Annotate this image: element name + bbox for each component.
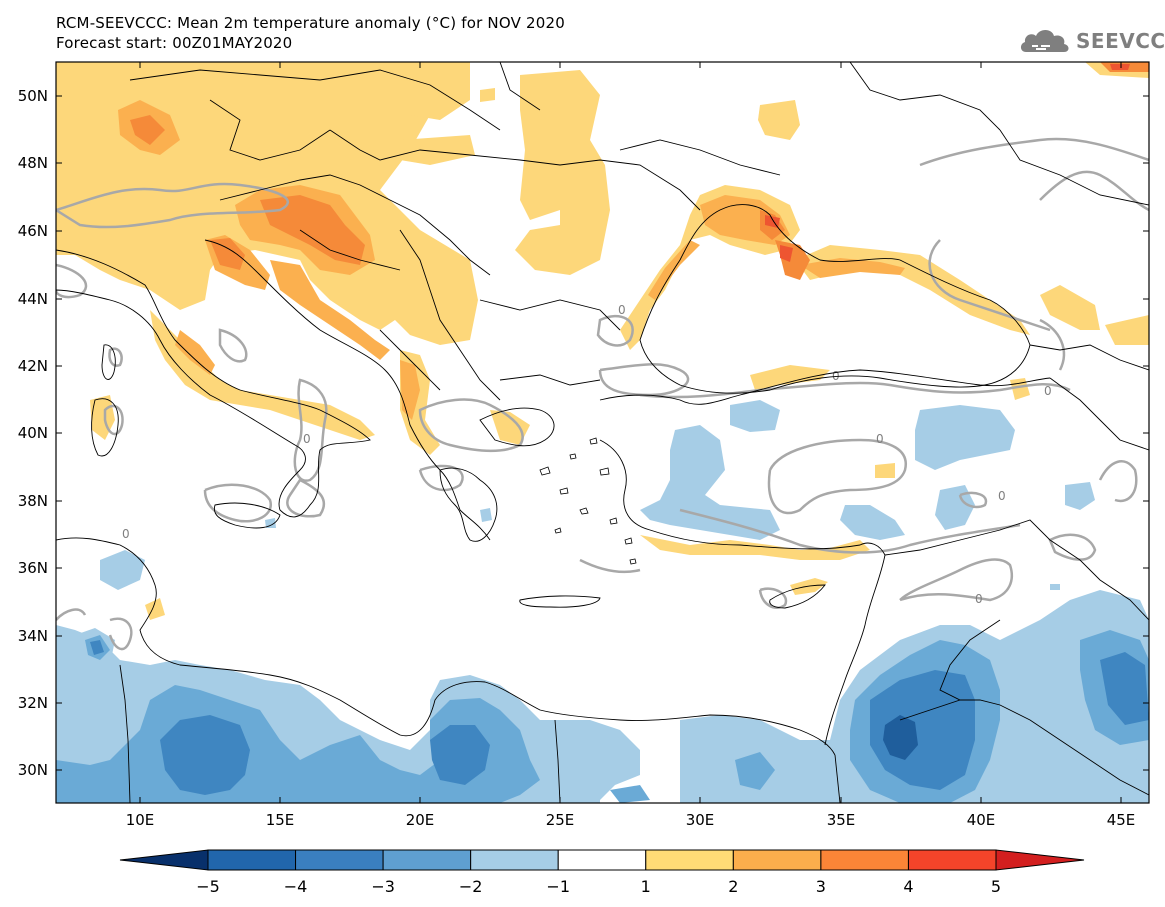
contour-label: 0 [122, 527, 130, 541]
lat-tick-label: 46N [18, 222, 48, 240]
lat-tick-label: 34N [18, 627, 48, 645]
colorbar-label: 1 [641, 877, 651, 896]
colorbar-box [645, 849, 734, 871]
lon-tick-label: 10E [126, 811, 155, 829]
colorbar-label: 4 [903, 877, 913, 896]
colorbar-label: 3 [816, 877, 826, 896]
logo-text: SEEVCCC [1076, 29, 1165, 53]
colorbar-label: 5 [991, 877, 1001, 896]
lon-tick-label: 15E [266, 811, 295, 829]
map-title: RCM-SEEVCCC: Mean 2m temperature anomaly… [56, 14, 565, 32]
lon-tick-label: 40E [967, 811, 996, 829]
lat-tick-label: 32N [18, 694, 48, 712]
lon-tick-label: 20E [406, 811, 435, 829]
colorbar-label: −3 [371, 877, 395, 896]
lon-tick-label: 25E [546, 811, 575, 829]
lat-tick-label: 40N [18, 424, 48, 442]
lon-tick-label: 30E [686, 811, 715, 829]
colorbar-box [382, 849, 472, 871]
aegean-islands [539, 437, 637, 565]
lat-tick-label: 38N [18, 492, 48, 510]
contour-label: 0 [975, 592, 983, 606]
longitude-axis: 10E 15E 20E 25E 30E 35E 40E 45E [126, 62, 1136, 829]
lat-tick-label: 30N [18, 761, 48, 779]
colorbar-box [820, 849, 909, 871]
contour-label: 0 [1044, 384, 1052, 398]
colorbar-box [207, 849, 297, 871]
colorbar-box [295, 849, 384, 871]
contour-label: 0 [303, 432, 311, 446]
lat-tick-label: 48N [18, 154, 48, 172]
colorbar-arrow-low [119, 849, 209, 871]
cold-anomaly-strongest [883, 715, 918, 760]
coastlines [56, 62, 1149, 803]
colorbar-arrow-high [995, 849, 1085, 871]
latitude-axis: 50N 48N 46N 44N 42N 40N 38N 36N 34N 32N … [18, 87, 1149, 779]
colorbar-label: −4 [284, 877, 308, 896]
lon-tick-label: 45E [1107, 811, 1136, 829]
colorbar: −5 −4 −3 −2 −1 1 2 3 4 5 [119, 849, 1085, 896]
colorbar-label: −1 [546, 877, 570, 896]
cloud-icon [1020, 30, 1069, 52]
seevccc-logo: SEEVCCC [1018, 24, 1165, 58]
colorbar-box [907, 849, 997, 871]
lat-tick-label: 36N [18, 559, 48, 577]
colorbar-label: −2 [459, 877, 483, 896]
lat-tick-label: 50N [18, 87, 48, 105]
zero-contours [56, 137, 1149, 651]
colorbar-box [470, 849, 559, 871]
contour-label: 0 [876, 432, 884, 446]
lat-tick-label: 42N [18, 357, 48, 375]
colorbar-box [557, 849, 647, 871]
lon-tick-label: 35E [827, 811, 856, 829]
forecast-start-label: Forecast start: 00Z01MAY2020 [56, 34, 293, 52]
colorbar-label: −5 [196, 877, 220, 896]
cold-anomaly-stronger [90, 640, 1149, 795]
map-field: 0 0 0 0 0 0 0 0 [56, 62, 1149, 803]
contour-label: 0 [618, 303, 626, 317]
colorbar-box [732, 849, 822, 871]
contour-labels: 0 0 0 0 0 0 0 0 [122, 303, 1052, 606]
colorbar-label: 2 [728, 877, 738, 896]
warm-anomaly-strongest [765, 64, 1130, 262]
contour-label: 0 [998, 489, 1006, 503]
lat-tick-label: 44N [18, 290, 48, 308]
